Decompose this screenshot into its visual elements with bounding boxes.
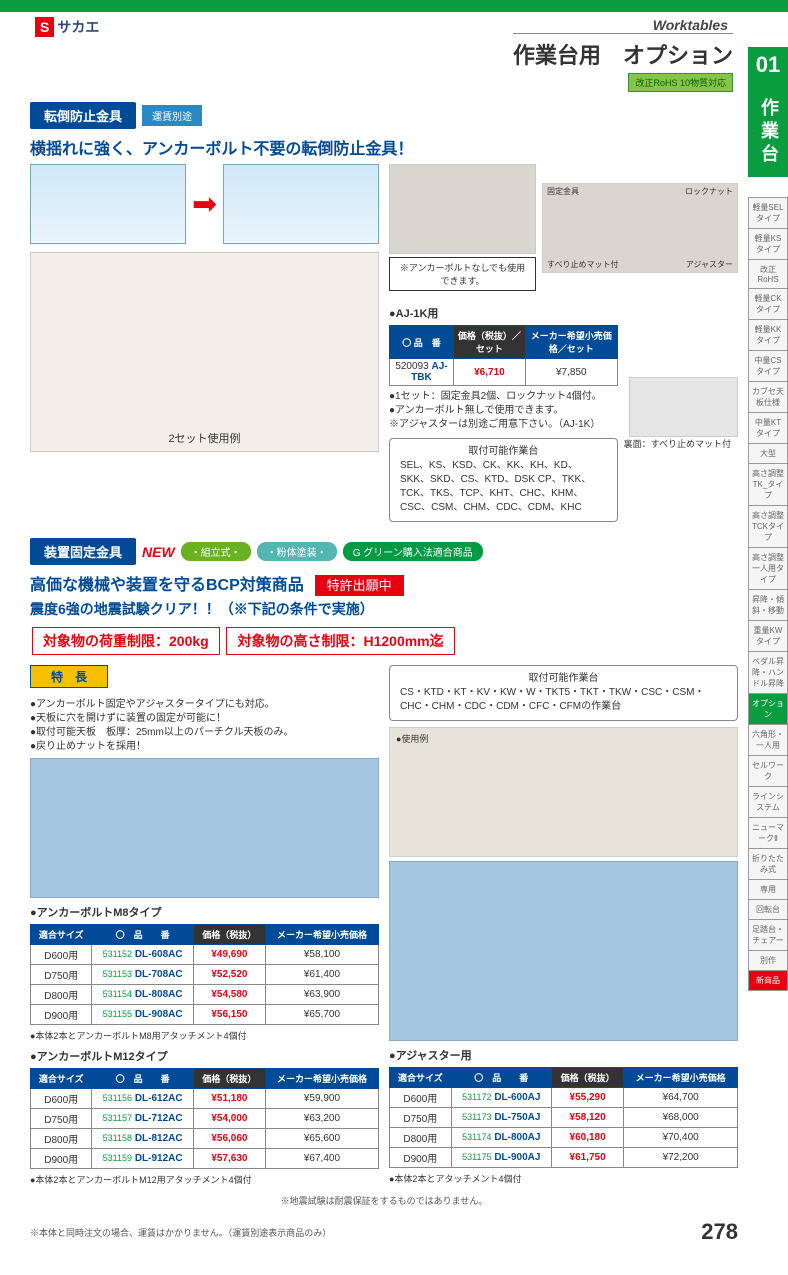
- page-number: 278: [701, 1219, 738, 1245]
- side-item[interactable]: ペダル昇降・ハンドル昇降: [748, 651, 788, 693]
- side-item[interactable]: 昇降・傾斜・移動: [748, 589, 788, 620]
- new-badge: NEW: [142, 544, 175, 560]
- side-item[interactable]: 高さ調整TK_タイプ: [748, 463, 788, 505]
- pill-coating: ・粉体塗装・: [257, 542, 337, 561]
- m8-note: ●本体2本とアンカーボルトM8用アタッチメント4個付: [30, 1029, 379, 1042]
- m8-table: 適合サイズ〇 品 番価格（税抜）メーカー希望小売価格D600用531152 DL…: [30, 924, 379, 1025]
- logo-mark: S: [35, 17, 54, 37]
- product-photo: 2セット使用例: [30, 252, 379, 452]
- bracket-photo: [629, 377, 738, 437]
- bracket-note: 裏面：すべり止めマット付: [624, 437, 738, 450]
- side-item[interactable]: 改正RoHS: [748, 259, 788, 288]
- m8-title: ●アンカーボルトM8タイプ: [30, 904, 379, 920]
- adj-product-image: [389, 861, 738, 1041]
- td-msrp: ¥7,850: [525, 359, 617, 386]
- feature-label: 特 長: [30, 665, 108, 688]
- section1-notes: ●1セット：固定金具2個、ロックナット4個付。 ●アンカーボルト無しで使用できま…: [389, 390, 618, 432]
- side-item[interactable]: ニューマークⅡ: [748, 817, 788, 848]
- section2-header: 装置固定金具 NEW ・組立式・ ・粉体塗装・ G グリーン購入法適合商品: [30, 538, 738, 565]
- side-item[interactable]: 足踏台・チェアー: [748, 919, 788, 950]
- disclaimer: ※地震試験は耐震保証をするものではありません。: [30, 1194, 738, 1207]
- side-item[interactable]: 六角形・一人用: [748, 724, 788, 755]
- side-item[interactable]: セルワーク: [748, 755, 788, 786]
- anchor-note: ※アンカーボルトなしでも使用できます。: [389, 257, 536, 291]
- tab-number: 01: [748, 47, 788, 88]
- side-item[interactable]: 重量KWタイプ: [748, 620, 788, 651]
- arrow-icon: ➡: [192, 187, 217, 222]
- side-item[interactable]: 中量CSタイプ: [748, 350, 788, 381]
- td-price: ¥6,710: [453, 359, 525, 386]
- section2-label: 装置固定金具: [30, 538, 136, 565]
- adj-table: 適合サイズ〇 品 番価格（税抜）メーカー希望小売価格D600用531172 DL…: [389, 1067, 738, 1168]
- m12-note: ●本体2本とアンカーボルトM12用アタッチメント4個付: [30, 1173, 379, 1186]
- side-item[interactable]: 折りたたみ式: [748, 848, 788, 879]
- side-list: 軽量SELタイプ軽量KSタイプ改正RoHS軽量CKタイプ軽量KKタイプ中量CSタ…: [748, 197, 788, 991]
- adj-note: ●本体2本とアタッチメント4個付: [389, 1172, 738, 1185]
- side-item[interactable]: 軽量SELタイプ: [748, 197, 788, 228]
- limit-weight: 対象物の荷重制限：200kg: [32, 627, 220, 655]
- side-item[interactable]: カブセ天板仕様: [748, 381, 788, 412]
- header: S サカエ Worktables 作業台用 オプション 改正RoHS 10物質対…: [30, 17, 738, 92]
- th-msrp: メーカー希望小売価格／セット: [525, 326, 617, 359]
- illustration-before: [30, 164, 186, 244]
- section1-label: 転倒防止金具: [30, 102, 136, 129]
- table1-title: ●AJ-1K用: [389, 305, 618, 321]
- section1-sublabel: 運賃別途: [142, 105, 202, 126]
- m12-title: ●アンカーボルトM12タイプ: [30, 1048, 379, 1064]
- aj-table: 〇 品 番 価格（税抜）／セット メーカー希望小売価格／セット 520093 A…: [389, 325, 618, 386]
- side-item[interactable]: 軽量KKタイプ: [748, 319, 788, 350]
- tab-label: 作業台: [748, 88, 788, 177]
- compat-box-2: 取付可能作業台 CS・KTD・KT・KV・KW・W・TKT5・TKT・TKW・C…: [389, 665, 738, 721]
- th-code: 〇 品 番: [390, 326, 454, 359]
- illustration-after: [223, 164, 379, 244]
- compat-box-1: 取付可能作業台 SEL、KS、KSD、CK、KK、KH、KD、SKK、SKD、C…: [389, 438, 618, 522]
- photo-caption: 2セット使用例: [168, 430, 240, 446]
- usage-photo: ●使用例: [389, 727, 738, 857]
- section2-headline1: 高価な機械や装置を守るBCP対策商品: [30, 577, 304, 594]
- adj-title: ●アジャスター用: [389, 1047, 738, 1063]
- order-note: ※本体と同時注文の場合、運賃はかかりません。（運賃別途表示商品のみ）: [30, 1226, 331, 1239]
- bracket-detail-photo: 固定金具 ロックナット すべり止めマット付 アジャスター: [542, 183, 738, 273]
- side-item[interactable]: 専用: [748, 879, 788, 899]
- m8-product-image: [30, 758, 379, 898]
- side-item[interactable]: 新商品: [748, 970, 788, 991]
- rohs-badge: 改正RoHS 10物質対応: [628, 73, 733, 92]
- section1-headline: 横揺れに強く、アンカーボルト不要の転倒防止金具！: [30, 135, 738, 159]
- pill-green-law: G グリーン購入法適合商品: [343, 542, 483, 561]
- side-item[interactable]: 軽量CKタイプ: [748, 288, 788, 319]
- category-label: Worktables: [513, 17, 733, 34]
- pill-assembly: ・組立式・: [181, 542, 251, 561]
- top-bar: [0, 0, 788, 12]
- section1-header: 転倒防止金具 運賃別途: [30, 102, 738, 129]
- side-item[interactable]: オプション: [748, 693, 788, 724]
- side-item[interactable]: 中量KTタイプ: [748, 412, 788, 443]
- side-item[interactable]: 大型: [748, 443, 788, 463]
- side-item[interactable]: 軽量KSタイプ: [748, 228, 788, 259]
- section2-headline2: 震度6強の地震試験クリア！！（※下記の条件で実施）: [30, 599, 738, 619]
- side-item[interactable]: 高さ調整TCKタイプ: [748, 505, 788, 547]
- td-code: 520093 AJ-TBK: [390, 359, 454, 386]
- logo-text: サカエ: [57, 17, 99, 37]
- side-item[interactable]: 高さ調整一人用タイプ: [748, 547, 788, 589]
- logo: S サカエ: [35, 17, 99, 37]
- page-title: 作業台用 オプション: [513, 38, 733, 70]
- th-price: 価格（税抜）／セット: [453, 326, 525, 359]
- side-item[interactable]: ラインシステム: [748, 786, 788, 817]
- limit-height: 対象物の高さ制限：H1200mm迄: [226, 627, 454, 655]
- foot-detail-photo: [389, 164, 536, 254]
- feature-list: ●アンカーボルト固定やアジャスタータイプにも対応。 ●天板に穴を開けずに装置の固…: [30, 698, 379, 754]
- side-item[interactable]: 別作: [748, 950, 788, 970]
- side-item[interactable]: 回転台: [748, 899, 788, 919]
- side-tab: 01 作業台 軽量SELタイプ軽量KSタイプ改正RoHS軽量CKタイプ軽量KKタ…: [748, 47, 788, 991]
- patent-badge: 特許出願中: [315, 575, 404, 596]
